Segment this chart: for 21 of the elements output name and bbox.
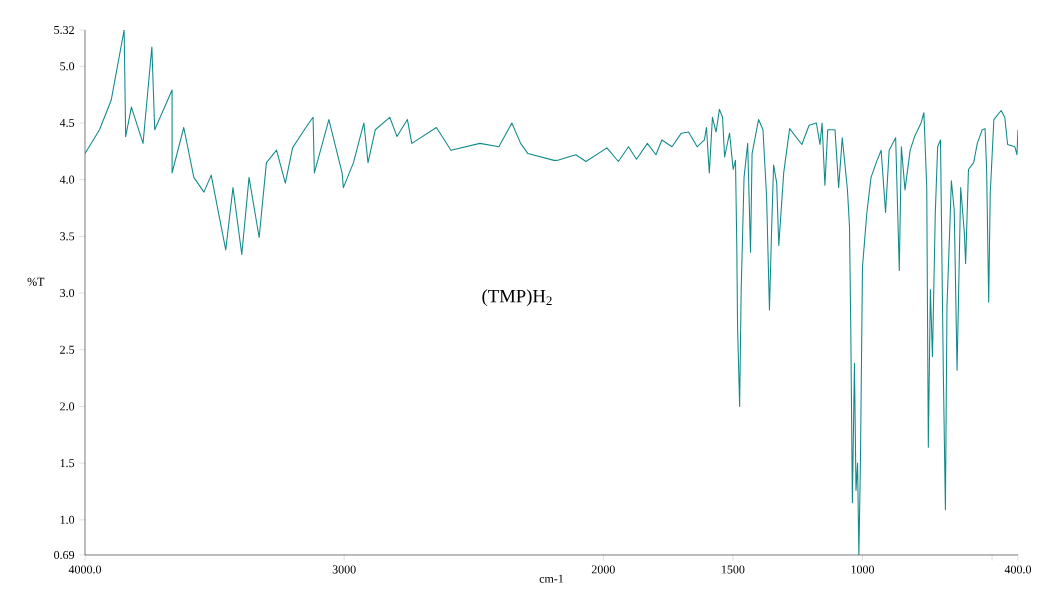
x-tick-label: 3000 (332, 565, 356, 574)
y-tick-label: 5.32 (54, 25, 74, 35)
x-tick-label: 400.0 (1004, 565, 1032, 574)
x-tick-label: 2000 (591, 565, 615, 574)
y-tick-label: 3.5 (60, 232, 75, 241)
annotation: (TMP)H$_{2}$ (482, 289, 552, 307)
y-tick-label: 2.0 (60, 402, 75, 411)
x-axis-title: cm-1 (539, 574, 564, 583)
y-tick-label: 4.5 (59, 118, 75, 127)
x-tick-label: 1000 (851, 565, 875, 574)
line-series (85, 29, 1018, 555)
y-tick-label: 2.5 (60, 345, 75, 354)
y-axis-title: %T (27, 277, 45, 286)
y-tick-label: 3.0 (60, 288, 75, 298)
y-tick-label: 1.0 (60, 515, 75, 524)
y-tick-label: 4.0 (59, 175, 75, 184)
y-tick-label: 1.5 (60, 459, 75, 468)
x-tick-label: 4000.0 (68, 565, 102, 574)
x-tick-label: 1500 (721, 565, 745, 574)
y-tick-label: 5.0 (60, 62, 75, 71)
y-tick-label: 0.69 (54, 550, 75, 560)
